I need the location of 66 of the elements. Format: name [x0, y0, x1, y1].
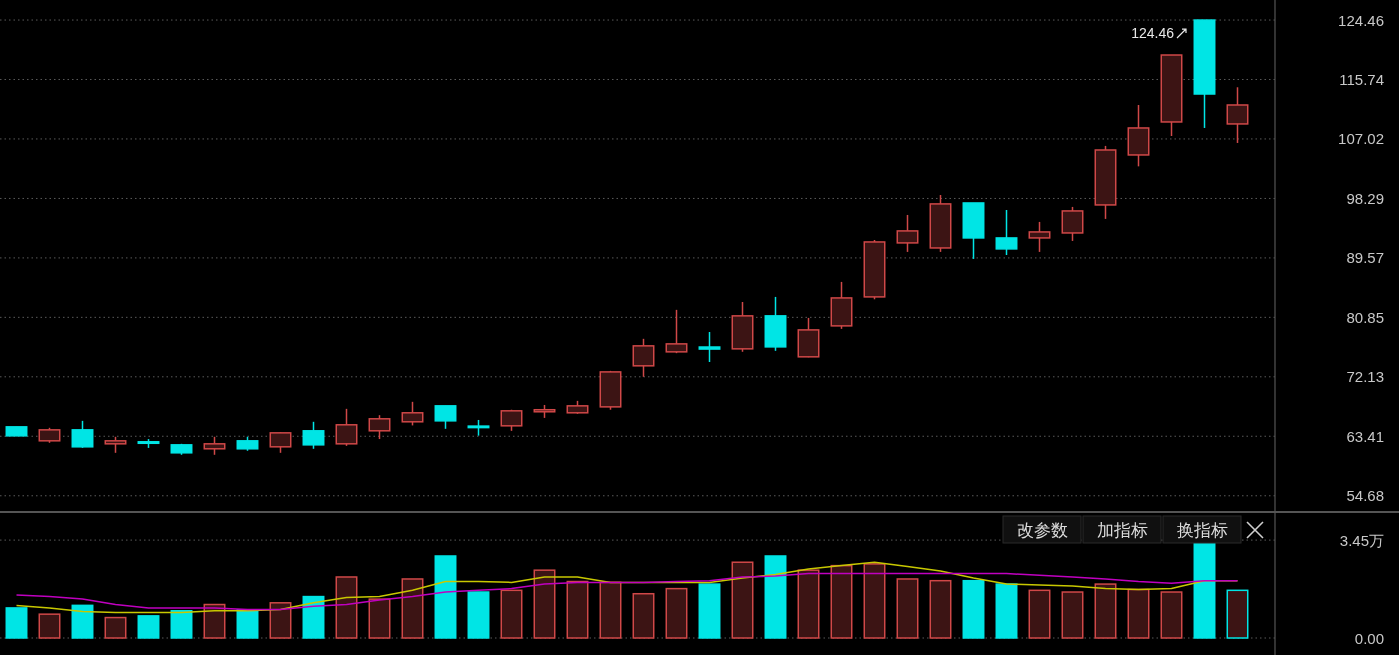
bar — [137, 615, 160, 639]
candlestick — [71, 420, 94, 449]
bar — [1094, 583, 1117, 639]
bar — [401, 578, 424, 639]
bar — [1127, 588, 1150, 639]
y-tick-label: 89.57 — [1346, 249, 1384, 267]
bar — [1193, 541, 1216, 639]
bar — [269, 602, 292, 639]
candlestick — [269, 431, 292, 454]
bar — [170, 610, 193, 639]
bar — [434, 555, 457, 639]
bar — [566, 580, 589, 639]
y-tick-label: 98.29 — [1346, 189, 1384, 207]
bar — [533, 569, 556, 639]
bar — [830, 564, 853, 639]
bar — [698, 583, 721, 639]
candlestick — [335, 408, 358, 447]
bar — [335, 576, 358, 639]
bar — [500, 589, 523, 639]
bar — [929, 579, 952, 639]
bar — [962, 579, 985, 639]
y-tick-label: 107.02 — [1338, 130, 1384, 148]
bar — [1226, 589, 1249, 639]
bar — [797, 569, 820, 639]
candlestick — [1028, 221, 1051, 253]
y-tick-label: 54.68 — [1346, 487, 1384, 505]
bar — [467, 591, 490, 639]
bar — [1028, 589, 1051, 639]
bar — [104, 616, 127, 639]
bar — [995, 583, 1018, 639]
y-tick-label: 115.74 — [1339, 70, 1384, 88]
bar — [764, 555, 787, 639]
candlestick — [302, 421, 325, 450]
bar — [1061, 591, 1084, 639]
candlestick — [401, 401, 424, 427]
candlestick — [665, 309, 688, 354]
bar — [863, 563, 886, 639]
bar — [599, 581, 622, 639]
y-tick-label: 124.46 — [1338, 11, 1384, 29]
annotation: 加指标 — [1096, 520, 1148, 540]
candlestick — [434, 405, 457, 430]
bar — [1160, 591, 1183, 639]
bar — [731, 561, 754, 639]
y-tick-label: 72.13 — [1346, 368, 1384, 386]
candlestick — [368, 414, 391, 440]
y-tick-label: 63.41 — [1346, 427, 1384, 445]
line-series — [15, 572, 1239, 611]
annotation: 124.46 — [1131, 25, 1175, 42]
candlestick — [698, 331, 721, 363]
candlestick — [1226, 86, 1249, 144]
y-tick-label: 0.00 — [1354, 629, 1384, 647]
annotation: 换指标 — [1176, 520, 1228, 540]
bar — [896, 578, 919, 639]
bar — [632, 592, 655, 639]
bar — [38, 613, 61, 639]
candlestick — [896, 214, 919, 253]
bar — [5, 607, 28, 639]
y-tick-label: 3.45万 — [1339, 531, 1384, 549]
candlestick — [1061, 206, 1084, 242]
bar — [71, 604, 94, 639]
bar — [368, 598, 391, 639]
annotation: 改参数 — [1016, 520, 1068, 540]
candlestick — [632, 338, 655, 378]
candlestick — [995, 209, 1018, 256]
bar — [665, 587, 688, 639]
y-tick-label: 80.85 — [1346, 308, 1384, 326]
